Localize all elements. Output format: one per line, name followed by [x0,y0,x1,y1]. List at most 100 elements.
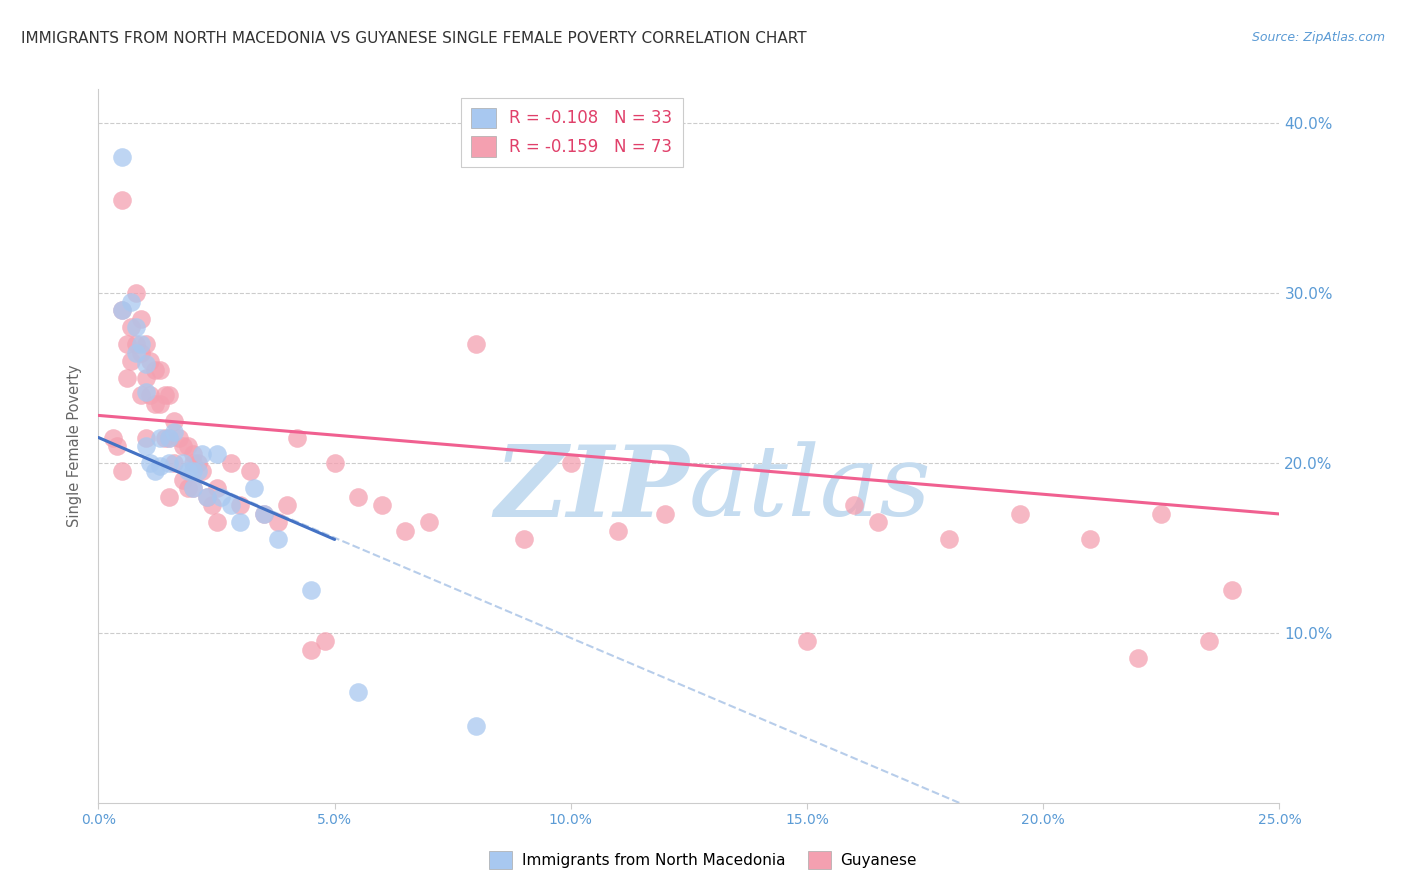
Point [181,465,204,479]
Point [139,354,162,368]
Point [253,507,276,521]
Point [560,456,582,470]
Point [796,634,818,648]
Point [219,499,242,513]
Point [172,473,194,487]
Point [394,524,416,538]
Point [129,337,152,351]
Point [177,482,200,496]
Point [125,345,148,359]
Point [111,150,134,164]
Point [205,448,228,462]
Point [157,430,180,444]
Text: IMMIGRANTS FROM NORTH MACEDONIA VS GUYANESE SINGLE FEMALE POVERTY CORRELATION CH: IMMIGRANTS FROM NORTH MACEDONIA VS GUYAN… [21,31,807,46]
Point [149,430,172,444]
Point [153,430,176,444]
Point [347,490,370,504]
Point [121,320,143,334]
Point [607,524,630,538]
Point [105,439,128,453]
Point [323,456,346,470]
Point [299,643,322,657]
Point [125,320,148,334]
Point [191,448,214,462]
Point [205,516,228,530]
Point [1008,507,1031,521]
Point [125,286,148,301]
Point [163,425,186,440]
Point [163,413,186,427]
Point [1198,634,1220,648]
Point [149,459,172,474]
Point [187,456,209,470]
Legend: Immigrants from North Macedonia, Guyanese: Immigrants from North Macedonia, Guyanes… [484,845,922,875]
Point [195,490,218,504]
Point [135,371,157,385]
Point [139,456,162,470]
Point [172,439,194,453]
Point [115,371,138,385]
Point [101,430,124,444]
Point [191,465,214,479]
Point [143,465,166,479]
Point [239,465,262,479]
Text: Source: ZipAtlas.com: Source: ZipAtlas.com [1251,31,1385,45]
Point [512,533,534,547]
Point [181,482,204,496]
Point [115,337,138,351]
Point [153,388,176,402]
Point [253,507,276,521]
Point [229,499,252,513]
Point [181,456,204,470]
Point [129,345,152,359]
Point [177,465,200,479]
Point [111,303,134,318]
Point [1150,507,1173,521]
Point [157,430,180,444]
Point [125,337,148,351]
Point [139,388,162,402]
Point [276,499,298,513]
Text: ZIP: ZIP [494,441,689,537]
Point [177,439,200,453]
Point [314,634,336,648]
Point [129,388,152,402]
Point [844,499,866,513]
Point [201,499,224,513]
Point [143,396,166,410]
Point [163,456,186,470]
Point [135,384,157,399]
Point [135,358,157,372]
Point [172,456,194,470]
Point [465,337,488,351]
Point [111,465,134,479]
Point [205,482,228,496]
Point [209,490,232,504]
Point [418,516,440,530]
Text: atlas: atlas [689,442,932,536]
Point [121,354,143,368]
Point [181,448,204,462]
Point [129,311,152,326]
Point [157,490,180,504]
Point [135,337,157,351]
Point [299,583,322,598]
Point [243,482,266,496]
Point [195,490,218,504]
Point [111,303,134,318]
Point [121,294,143,309]
Point [157,456,180,470]
Point [149,396,172,410]
Point [181,482,204,496]
Point [149,362,172,376]
Legend: R = -0.108   N = 33, R = -0.159   N = 73: R = -0.108 N = 33, R = -0.159 N = 73 [461,97,682,167]
Point [135,430,157,444]
Point [371,499,394,513]
Point [654,507,676,521]
Point [135,439,157,453]
Point [157,388,180,402]
Point [187,465,209,479]
Point [111,193,134,207]
Point [267,533,290,547]
Point [1126,651,1149,665]
